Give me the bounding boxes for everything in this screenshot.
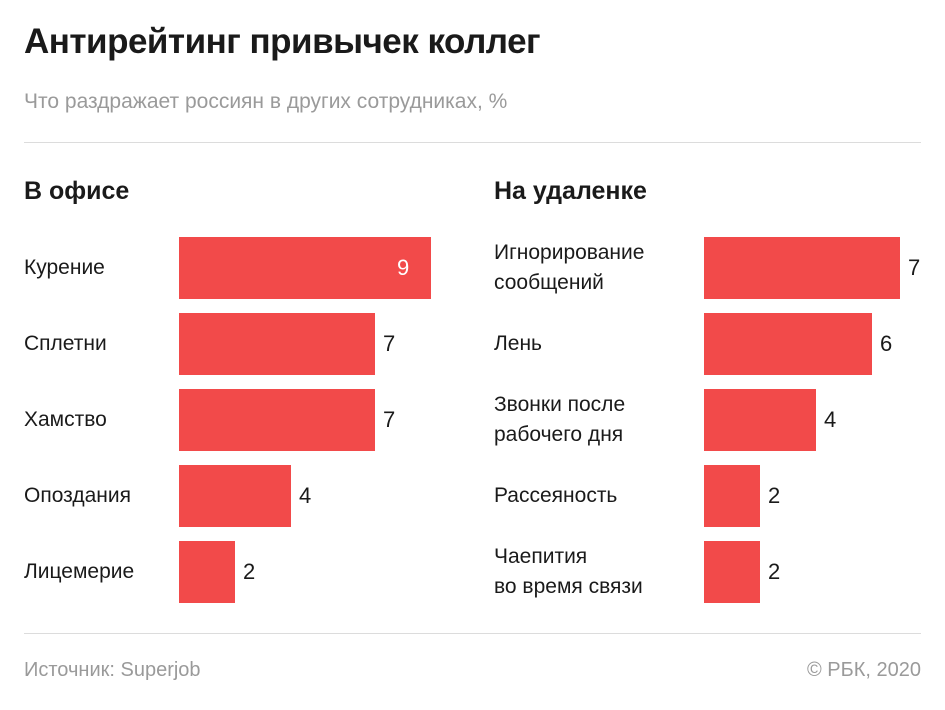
- value-label: 7: [908, 255, 921, 280]
- bar: [704, 465, 760, 527]
- bar-row: Сплетни 7: [24, 313, 444, 375]
- bar-row: Звонки после рабочего дня 4: [494, 389, 921, 451]
- category-label: Звонки после рабочего дня: [494, 393, 626, 446]
- bar-row: Игнорирование сообщений 7: [494, 237, 921, 299]
- category-label: Чаепития во время связи: [494, 545, 643, 598]
- value-label: 4: [299, 483, 312, 508]
- category-label: Опоздания: [24, 484, 131, 507]
- bar-row: Лень 6: [494, 313, 921, 375]
- source-note: Источник: Superjob: [24, 659, 201, 681]
- value-label: 2: [768, 559, 781, 584]
- value-label: 9: [397, 255, 410, 280]
- category-label: Сплетни: [24, 332, 107, 355]
- value-label: 7: [383, 331, 396, 356]
- bar: [704, 313, 872, 375]
- bar: [179, 541, 235, 603]
- bar: [179, 465, 291, 527]
- value-label: 6: [880, 331, 893, 356]
- bar-row: Курение 9: [24, 237, 444, 299]
- category-label: Игнорирование сообщений: [494, 241, 645, 294]
- bar-row: Опоздания 4: [24, 465, 444, 527]
- bar: [704, 541, 760, 603]
- value-label: 4: [824, 407, 837, 432]
- bar: [179, 237, 431, 299]
- bar-row: Рассеяность 2: [494, 465, 921, 527]
- page-title: Антирейтинг привычек коллег: [24, 22, 541, 61]
- bar: [704, 389, 816, 451]
- section-title-remote: На удаленке: [494, 177, 647, 205]
- section-title-office: В офисе: [24, 177, 130, 205]
- page-subtitle: Что раздражает россиян в других сотрудни…: [24, 90, 508, 113]
- category-label: Рассеяность: [494, 484, 618, 507]
- divider-top: [24, 142, 921, 143]
- bar-row: Чаепития во время связи 2: [494, 541, 921, 603]
- category-label: Лицемерие: [24, 560, 135, 583]
- category-label: Лень: [494, 332, 542, 355]
- bar: [704, 237, 900, 299]
- value-label: 2: [768, 483, 781, 508]
- chart-remote: Игнорирование сообщений 7 Лень 6 Звонки после…: [494, 237, 921, 607]
- category-label: Хамство: [24, 408, 107, 431]
- chart-office: Курение 9 Сплетни 7 Хамство 7 Опоздания 4 Лицеме…: [24, 237, 444, 607]
- value-label: 2: [243, 559, 256, 584]
- copyright: © РБК, 2020: [806, 659, 921, 681]
- divider-bottom: [24, 633, 921, 634]
- bar: [179, 389, 375, 451]
- bar-row: Лицемерие 2: [24, 541, 444, 603]
- bar-row: Хамство 7: [24, 389, 444, 451]
- bar: [179, 313, 375, 375]
- category-label: Курение: [24, 256, 105, 279]
- value-label: 7: [383, 407, 396, 432]
